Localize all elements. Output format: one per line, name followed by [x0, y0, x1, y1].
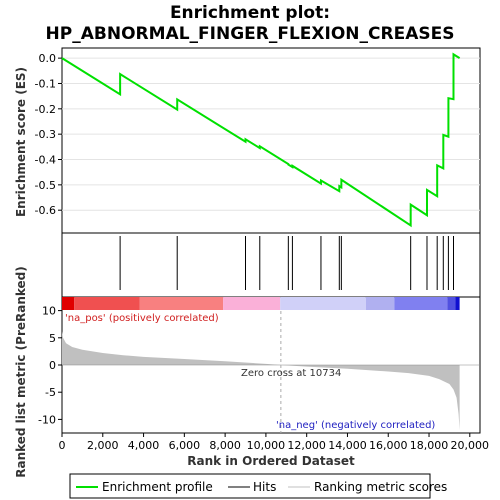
metric-y-axis-ticks: 10 5 0 -5 -10	[38, 305, 62, 426]
color-bar-segment	[365, 297, 395, 310]
es-ytick-label: -0.3	[35, 128, 56, 141]
metric-ytick-label: 10	[42, 305, 56, 318]
es-panel-frame	[61, 47, 481, 234]
hits-panel-frame	[61, 232, 481, 298]
x-tick-label: 8,000	[209, 439, 241, 452]
metric-ytick-label: -10	[38, 413, 56, 426]
metric-y-axis-title: Ranked list metric (PreRanked)	[14, 266, 28, 478]
x-tick-label: 12,000	[287, 439, 326, 452]
color-bar-segment	[62, 297, 75, 310]
legend: Enrichment profile Hits Ranking metric s…	[69, 473, 447, 499]
metric-ytick-label: 0	[49, 359, 56, 372]
na-neg-label: 'na_neg' (negatively correlated)	[276, 420, 435, 431]
es-ytick-label: -0.1	[35, 77, 56, 90]
x-tick-label: 16,000	[369, 439, 408, 452]
x-tick-label: 6,000	[169, 439, 201, 452]
na-pos-label: 'na_pos' (positively correlated)	[65, 313, 219, 324]
color-bar-segment	[280, 297, 366, 310]
x-axis-title: Rank in Ordered Dataset	[187, 454, 355, 468]
legend-label-hits: Hits	[253, 480, 276, 494]
x-tick-label: 20,000	[451, 439, 490, 452]
ranking-color-bar	[62, 297, 460, 310]
enrichment-profile-line	[61, 52, 461, 228]
x-axis-ticks: 0 2,000 4,000 6,000 8,000 10,000 12,000 14,000 1…	[59, 433, 490, 452]
hits-ticks	[119, 236, 454, 290]
es-y-axis-title: Enrichment score (ES)	[14, 67, 28, 217]
color-bar-segment	[447, 297, 456, 310]
color-bar-segment	[455, 297, 460, 310]
x-tick-label: 0	[59, 439, 66, 452]
x-tick-label: 14,000	[328, 439, 367, 452]
es-y-axis-ticks: 0.0 -0.1 -0.2 -0.3 -0.4 -0.5 -0.6	[35, 52, 62, 217]
color-bar-segment	[223, 297, 281, 310]
es-ytick-label: -0.5	[35, 179, 56, 192]
color-bar-segment	[74, 297, 140, 310]
es-ytick-label: -0.4	[35, 154, 56, 167]
es-ytick-label: 0.0	[39, 52, 57, 65]
metric-ytick-label: -5	[45, 386, 56, 399]
es-ytick-label: -0.2	[35, 103, 56, 116]
legend-frame	[69, 473, 431, 499]
enrichment-profile-series	[61, 52, 461, 228]
chart-title-line2: HP_ABNORMAL_FINGER_FLEXION_CREASES	[46, 24, 455, 44]
zero-cross-label: Zero cross at 10734	[241, 368, 341, 379]
x-tick-label: 10,000	[247, 439, 286, 452]
legend-label-enrichment: Enrichment profile	[102, 480, 213, 494]
legend-label-metric: Ranking metric scores	[314, 480, 447, 494]
color-bar-segment	[394, 297, 448, 310]
ranking-metric-area	[62, 311, 480, 433]
color-bar-segment	[139, 297, 224, 310]
x-tick-label: 2,000	[87, 439, 119, 452]
chart-title-line1: Enrichment plot:	[170, 3, 330, 23]
es-ytick-label: -0.6	[35, 204, 56, 217]
metric-ytick-label: 5	[49, 332, 56, 345]
x-tick-label: 18,000	[410, 439, 449, 452]
x-tick-label: 4,000	[128, 439, 160, 452]
